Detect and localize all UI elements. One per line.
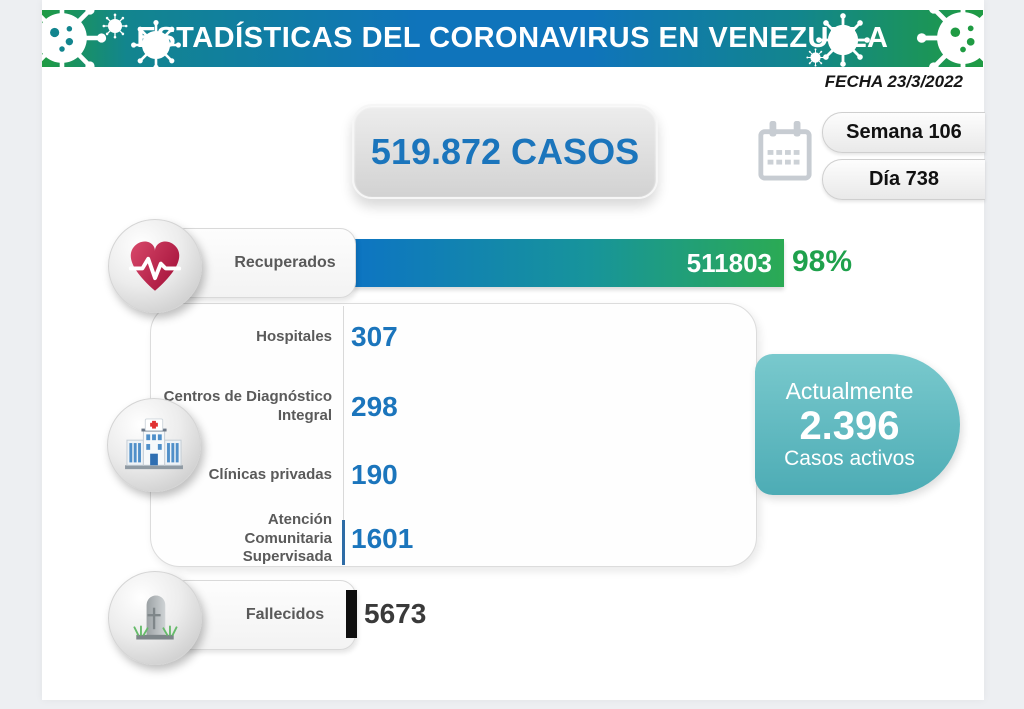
facility-row-clinicas: Clínicas privadas 190 [150, 443, 750, 507]
facility-row-acs: Atención Comunitaria Supervisada 1601 [150, 505, 750, 573]
facilities-icon-badge [107, 398, 201, 492]
header-banner: ESTADÍSTICAS DEL CORONAVIRUS EN VENEZUEL… [42, 10, 983, 67]
day-label: Día 738 [868, 168, 940, 190]
date-label: FECHA 23/3/2022 [824, 72, 963, 91]
deceased-label: Fallecidos [245, 606, 325, 623]
tombstone-icon [133, 595, 178, 640]
recovered-percent: 98% [792, 245, 853, 278]
day-badge: Día 738 [822, 159, 985, 200]
deceased-value: 5673 [364, 598, 427, 629]
acs-bar [342, 520, 345, 565]
panel-divider [343, 306, 344, 562]
virus-icon [42, 10, 108, 67]
facility-label: Clínicas privadas [208, 465, 332, 483]
facility-value: 298 [351, 391, 398, 422]
facility-value: 1601 [351, 523, 414, 554]
deceased-icon-badge [108, 571, 202, 665]
active-cases-badge: Actualmente 2.396 Casos activos [755, 354, 960, 495]
facility-label: Centros de Diagnóstico Integral [163, 388, 332, 424]
heart-ecg-icon [128, 241, 182, 291]
facility-row-hospitales: Hospitales 307 [150, 303, 750, 371]
recovered-icon-badge [108, 219, 202, 313]
recovered-bar: 511803 [350, 239, 784, 287]
facility-label: Atención Comunitaria Supervisada [242, 510, 332, 566]
virus-icon [915, 10, 983, 67]
calendar-icon [758, 121, 812, 181]
week-badge: Semana 106 [822, 112, 985, 153]
recovered-value: 511803 [686, 247, 772, 278]
facility-value: 190 [351, 459, 398, 490]
active-cases-subcaption: Casos activos [784, 446, 915, 470]
active-cases-value: 2.396 [799, 403, 900, 448]
hospital-icon [125, 418, 183, 470]
active-cases-caption: Actualmente [785, 378, 914, 405]
facility-label: Hospitales [256, 327, 332, 345]
recovered-label: Recuperados [234, 254, 336, 271]
deceased-bar [346, 590, 357, 638]
page-title: ESTADÍSTICAS DEL CORONAVIRUS EN VENEZUEL… [136, 22, 889, 54]
facility-row-cdi: Centros de Diagnóstico Integral 298 [150, 371, 750, 443]
total-cases-card: 519.872 CASOS [352, 104, 658, 199]
facility-value: 307 [351, 321, 398, 352]
virus-icon [102, 13, 128, 39]
week-label: Semana 106 [846, 121, 962, 143]
total-cases-value: 519.872 CASOS [370, 130, 640, 172]
